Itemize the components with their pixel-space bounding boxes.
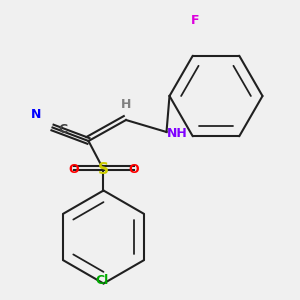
Text: NH: NH: [167, 127, 188, 140]
Text: H: H: [121, 98, 131, 112]
Text: O: O: [68, 163, 79, 176]
Text: Cl: Cl: [95, 274, 109, 287]
Text: C: C: [58, 122, 68, 136]
Text: N: N: [31, 107, 41, 121]
Text: S: S: [98, 162, 109, 177]
Text: O: O: [128, 163, 139, 176]
Text: F: F: [191, 14, 199, 28]
